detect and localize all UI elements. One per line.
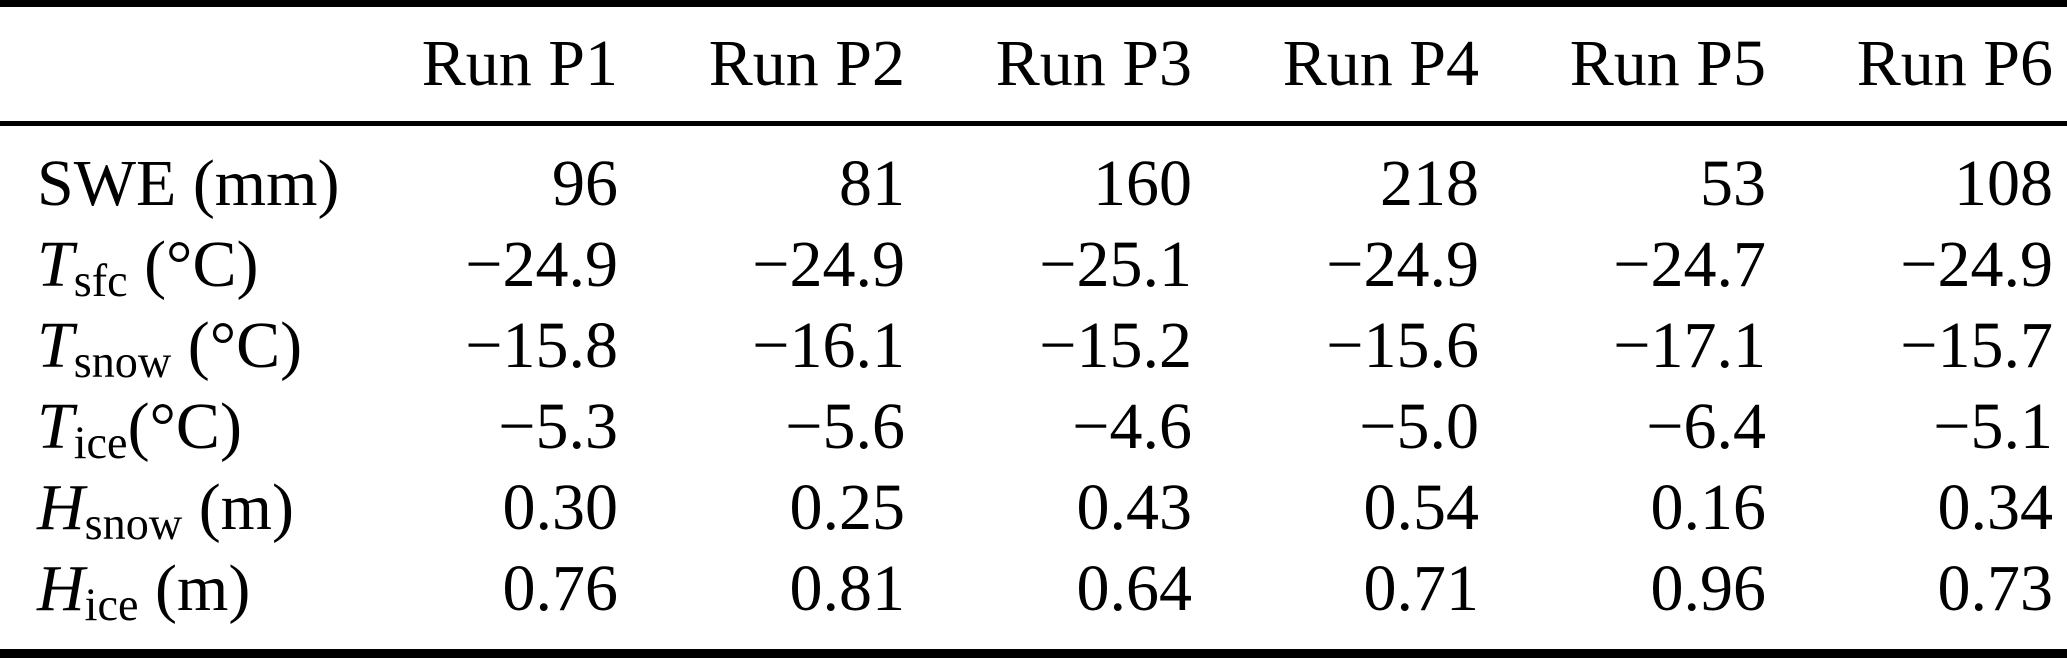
row-subscript: snow — [73, 335, 172, 387]
table-cell: −15.6 — [1326, 308, 1479, 382]
table-cell: 108 — [1954, 146, 2053, 220]
table-row: Tsfc (°C) −24.9 −24.9 −25.1 −24.9 −24.7 … — [0, 224, 2067, 305]
table-cell: −5.0 — [1359, 389, 1479, 463]
table-cell: 0.73 — [1937, 551, 2054, 625]
table-cell: −24.9 — [1326, 227, 1479, 301]
table-cell: 0.30 — [502, 470, 619, 544]
table-cell: 218 — [1380, 146, 1479, 220]
row-unit: (°C) — [127, 389, 242, 463]
column-header-p4: Run P4 — [1206, 3, 1493, 126]
column-header-p1: Run P1 — [345, 3, 632, 126]
corner-cell-empty — [0, 3, 345, 126]
row-subscript: sfc — [73, 254, 128, 306]
table-cell: 0.71 — [1363, 551, 1480, 625]
table-cell: −25.1 — [1039, 227, 1192, 301]
table-cell: −16.1 — [752, 308, 905, 382]
table-cell: 0.16 — [1650, 470, 1767, 544]
row-label: Tsfc (°C) — [0, 224, 345, 305]
table-cell: −5.6 — [785, 389, 905, 463]
table-cell: −4.6 — [1072, 389, 1192, 463]
header-row: Run P1 Run P2 Run P3 Run P4 Run P5 Run P… — [0, 3, 2067, 126]
table-cell: 0.81 — [789, 551, 906, 625]
table-row: Hice (m) 0.76 0.81 0.64 0.71 0.96 0.73 — [0, 548, 2067, 654]
row-label: Hsnow (m) — [0, 467, 345, 548]
table-cell: −5.3 — [498, 389, 618, 463]
row-symbol: T — [37, 227, 74, 301]
table-cell: −5.1 — [1933, 389, 2053, 463]
row-unit: (m) — [182, 470, 294, 544]
table-cell: 0.25 — [789, 470, 906, 544]
table-cell: 160 — [1093, 146, 1192, 220]
table-cell: 53 — [1700, 146, 1766, 220]
row-subscript: ice — [84, 578, 139, 630]
table-cell: −24.7 — [1613, 227, 1766, 301]
table-row: SWE (mm) 96 81 160 218 53 108 — [0, 124, 2067, 225]
table-row: Hsnow (m) 0.30 0.25 0.43 0.54 0.16 0.34 — [0, 467, 2067, 548]
table-cell: 0.54 — [1363, 470, 1480, 544]
row-symbol: T — [37, 308, 74, 382]
table-row: Tice(°C) −5.3 −5.6 −4.6 −5.0 −6.4 −5.1 — [0, 386, 2067, 467]
table-cell: −15.7 — [1900, 308, 2053, 382]
row-label: Tice(°C) — [0, 386, 345, 467]
row-unit: (°C) — [127, 227, 259, 301]
row-label: Hice (m) — [0, 548, 345, 654]
table-cell: 96 — [552, 146, 618, 220]
column-header-p3: Run P3 — [919, 3, 1206, 126]
table-cell: −15.2 — [1039, 308, 1192, 382]
table-cell: −6.4 — [1646, 389, 1766, 463]
row-unit: (mm) — [176, 146, 340, 220]
row-subscript: snow — [84, 497, 183, 549]
table-cell: −24.9 — [465, 227, 618, 301]
row-symbol: T — [37, 389, 74, 463]
row-unit: (m) — [138, 551, 251, 625]
row-unit: (°C) — [171, 308, 303, 382]
table-cell: 81 — [839, 146, 905, 220]
table-cell: 0.96 — [1650, 551, 1767, 625]
row-label: Tsnow (°C) — [0, 305, 345, 386]
row-label: SWE (mm) — [0, 124, 345, 225]
table-row: Tsnow (°C) −15.8 −16.1 −15.2 −15.6 −17.1… — [0, 305, 2067, 386]
table-cell: −24.9 — [1900, 227, 2053, 301]
table-cell: −24.9 — [752, 227, 905, 301]
table-cell: −17.1 — [1613, 308, 1766, 382]
table-cell: 0.43 — [1076, 470, 1193, 544]
row-symbol: SWE — [37, 146, 177, 220]
table-header: Run P1 Run P2 Run P3 Run P4 Run P5 Run P… — [0, 3, 2067, 126]
column-header-p5: Run P5 — [1493, 3, 1780, 126]
table-cell: 0.64 — [1076, 551, 1193, 625]
row-symbol: H — [37, 470, 85, 544]
table-cell: 0.34 — [1937, 470, 2054, 544]
table-cell: −15.8 — [465, 308, 618, 382]
table-cell: 0.76 — [502, 551, 619, 625]
row-symbol: H — [37, 551, 85, 625]
row-subscript: ice — [73, 416, 128, 468]
table-body: SWE (mm) 96 81 160 218 53 108 Tsfc (°C) … — [0, 124, 2067, 654]
column-header-p2: Run P2 — [632, 3, 919, 126]
column-header-p6: Run P6 — [1780, 3, 2067, 126]
